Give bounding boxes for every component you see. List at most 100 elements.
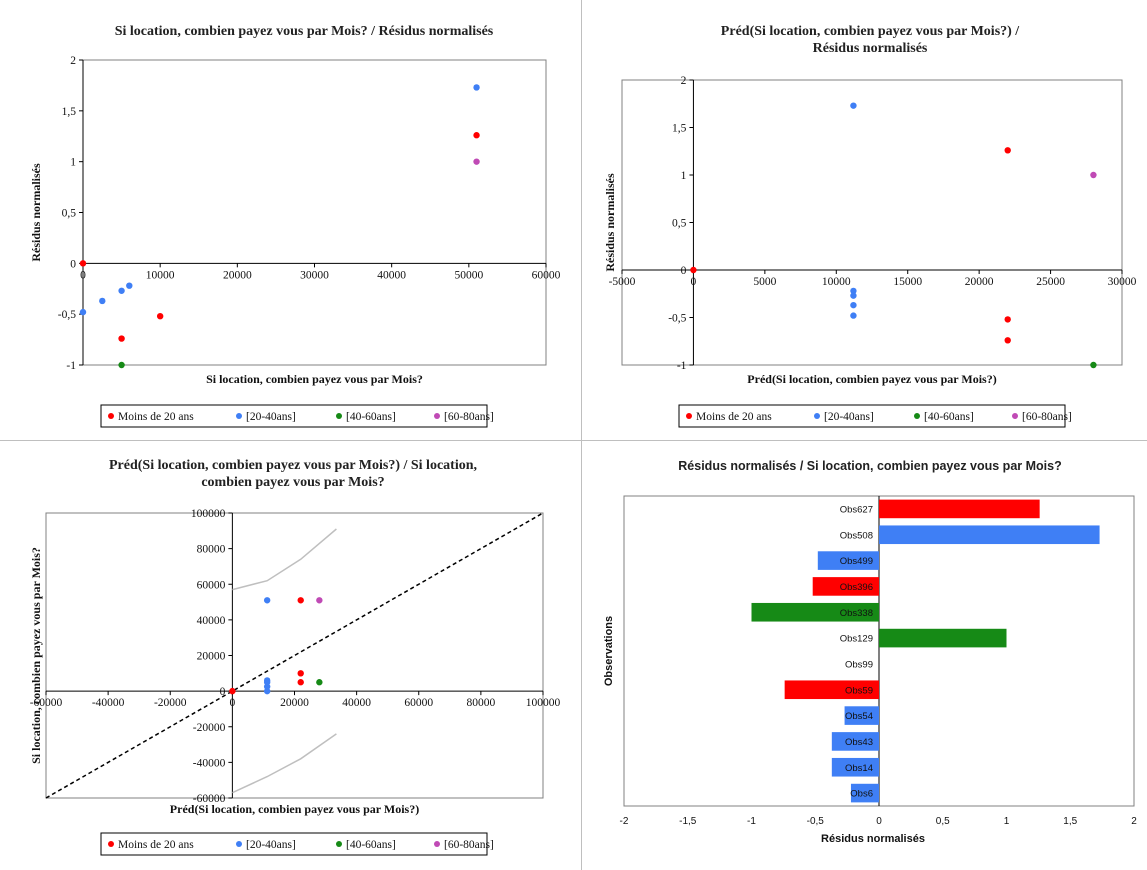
- bar: [817, 551, 879, 570]
- x-tick-label: 0: [876, 816, 882, 827]
- plot-area: [45, 512, 544, 799]
- x-tick-label: 2: [1131, 816, 1137, 827]
- data-point: [297, 597, 304, 604]
- data-point: [1090, 171, 1097, 179]
- legend-box: [100, 832, 488, 856]
- y-tick-label: -60000: [193, 793, 226, 805]
- data-point: [1004, 337, 1011, 344]
- y-axis-title: Résidus normalisés: [29, 163, 43, 262]
- legend-label: Moins de 20 ans: [696, 411, 772, 423]
- legend-marker: [814, 413, 820, 419]
- data-point: [850, 292, 857, 299]
- category-label: Obs59: [845, 685, 873, 696]
- chart-title: Préd(Si location, combien payez vous par…: [721, 24, 1021, 56]
- category-label: Obs99: [845, 659, 873, 670]
- data-point: [263, 597, 271, 604]
- data-point: [473, 84, 480, 91]
- category-label: Obs54: [845, 711, 873, 722]
- reference-line: [45, 512, 544, 799]
- x-tick-label: -2: [620, 816, 629, 827]
- x-tick-label: 20000: [280, 697, 309, 709]
- data-point: [297, 670, 304, 677]
- category-label: Obs499: [840, 556, 873, 567]
- x-tick-label: 10000: [146, 269, 175, 281]
- legend-marker: [434, 413, 440, 419]
- x-axis-title: Préd(Si location, combien payez vous par…: [170, 802, 419, 816]
- data-point: [850, 312, 857, 319]
- data-point: [1004, 316, 1011, 323]
- y-tick-label: 0,5: [672, 218, 687, 230]
- plot-area: [82, 59, 547, 366]
- y-tick-label: 20000: [197, 651, 226, 663]
- bar: [831, 732, 879, 751]
- y-tick-label: -0,5: [668, 313, 686, 325]
- x-tick-label: 80000: [467, 697, 496, 709]
- x-tick-label: 40000: [342, 697, 371, 709]
- y-tick-label: 1,5: [672, 123, 687, 135]
- legend: Moins de 20 ans [20-40ans] [40-60ans] [60-8…: [100, 404, 494, 428]
- x-tick-label: 20000: [965, 276, 994, 288]
- x-tick-label: 5000: [753, 276, 776, 288]
- category-label: Obs129: [840, 634, 873, 645]
- data-point: [118, 335, 125, 342]
- x-tick-label: 10000: [822, 276, 851, 288]
- x-axis-title: Résidus normalisés: [821, 833, 925, 845]
- x-tick-label: -5000: [609, 276, 636, 288]
- x-tick-label: -0,5: [807, 816, 825, 827]
- x-tick-label: 30000: [1108, 276, 1137, 288]
- bar: [850, 783, 879, 803]
- data-point: [690, 266, 697, 274]
- y-tick-label: 100000: [191, 508, 226, 520]
- quadrant-divider-horizontal: [0, 440, 1147, 441]
- x-tick-label: 100000: [526, 697, 561, 709]
- bar: [879, 525, 1100, 545]
- legend-marker: [914, 413, 920, 419]
- y-tick-label: 0: [220, 686, 226, 698]
- category-label: Obs43: [845, 737, 873, 748]
- x-tick-label: 0,5: [936, 816, 950, 827]
- data-point: [1090, 361, 1097, 369]
- x-tick-label: 0: [691, 276, 697, 288]
- y-axis-title: Si location, combien payez vous par Mois…: [29, 547, 43, 764]
- x-tick-label: 0: [80, 269, 86, 281]
- data-point: [126, 282, 133, 289]
- category-label: Obs627: [840, 504, 873, 515]
- data-point: [316, 597, 323, 604]
- y-tick-label: 0: [681, 265, 687, 277]
- x-tick-label: 20000: [223, 269, 252, 281]
- x-tick-label: 15000: [893, 276, 922, 288]
- legend-label: [60-80ans]: [444, 839, 494, 851]
- legend-label: [60-80ans]: [444, 411, 494, 423]
- x-tick-label: 40000: [377, 269, 406, 281]
- bar: [831, 757, 879, 777]
- data-point: [118, 287, 125, 294]
- data-point: [473, 158, 480, 165]
- y-tick-label: 1: [70, 157, 76, 169]
- bar: [844, 706, 879, 725]
- data-point: [229, 687, 236, 695]
- y-tick-label: 0: [70, 258, 76, 270]
- x-tick-label: -20000: [154, 697, 187, 709]
- legend-marker: [236, 413, 242, 419]
- x-tick-label: -1,5: [679, 816, 697, 827]
- confidence-upper-curve: [232, 528, 337, 591]
- bar: [751, 602, 879, 622]
- y-tick-label: -20000: [193, 722, 226, 734]
- chart-residuals-vs-predicted: Préd(Si location, combien payez vous par…: [603, 24, 1137, 428]
- data-point: [263, 683, 271, 690]
- category-label: Obs508: [840, 530, 873, 541]
- y-tick-label: -1: [66, 360, 76, 372]
- legend-marker: [434, 841, 440, 847]
- confidence-lower-curve: [232, 733, 337, 794]
- x-tick-label: 60000: [532, 269, 561, 281]
- category-label: Obs6: [850, 789, 873, 800]
- y-tick-label: -1: [677, 360, 687, 372]
- legend-marker: [108, 413, 114, 419]
- y-tick-label: 60000: [197, 579, 226, 591]
- bar: [812, 577, 879, 596]
- legend-label: [60-80ans]: [1022, 411, 1072, 423]
- legend-marker: [686, 413, 692, 419]
- data-point: [850, 301, 857, 309]
- y-tick-label: -0,5: [58, 309, 76, 321]
- data-point: [850, 102, 857, 109]
